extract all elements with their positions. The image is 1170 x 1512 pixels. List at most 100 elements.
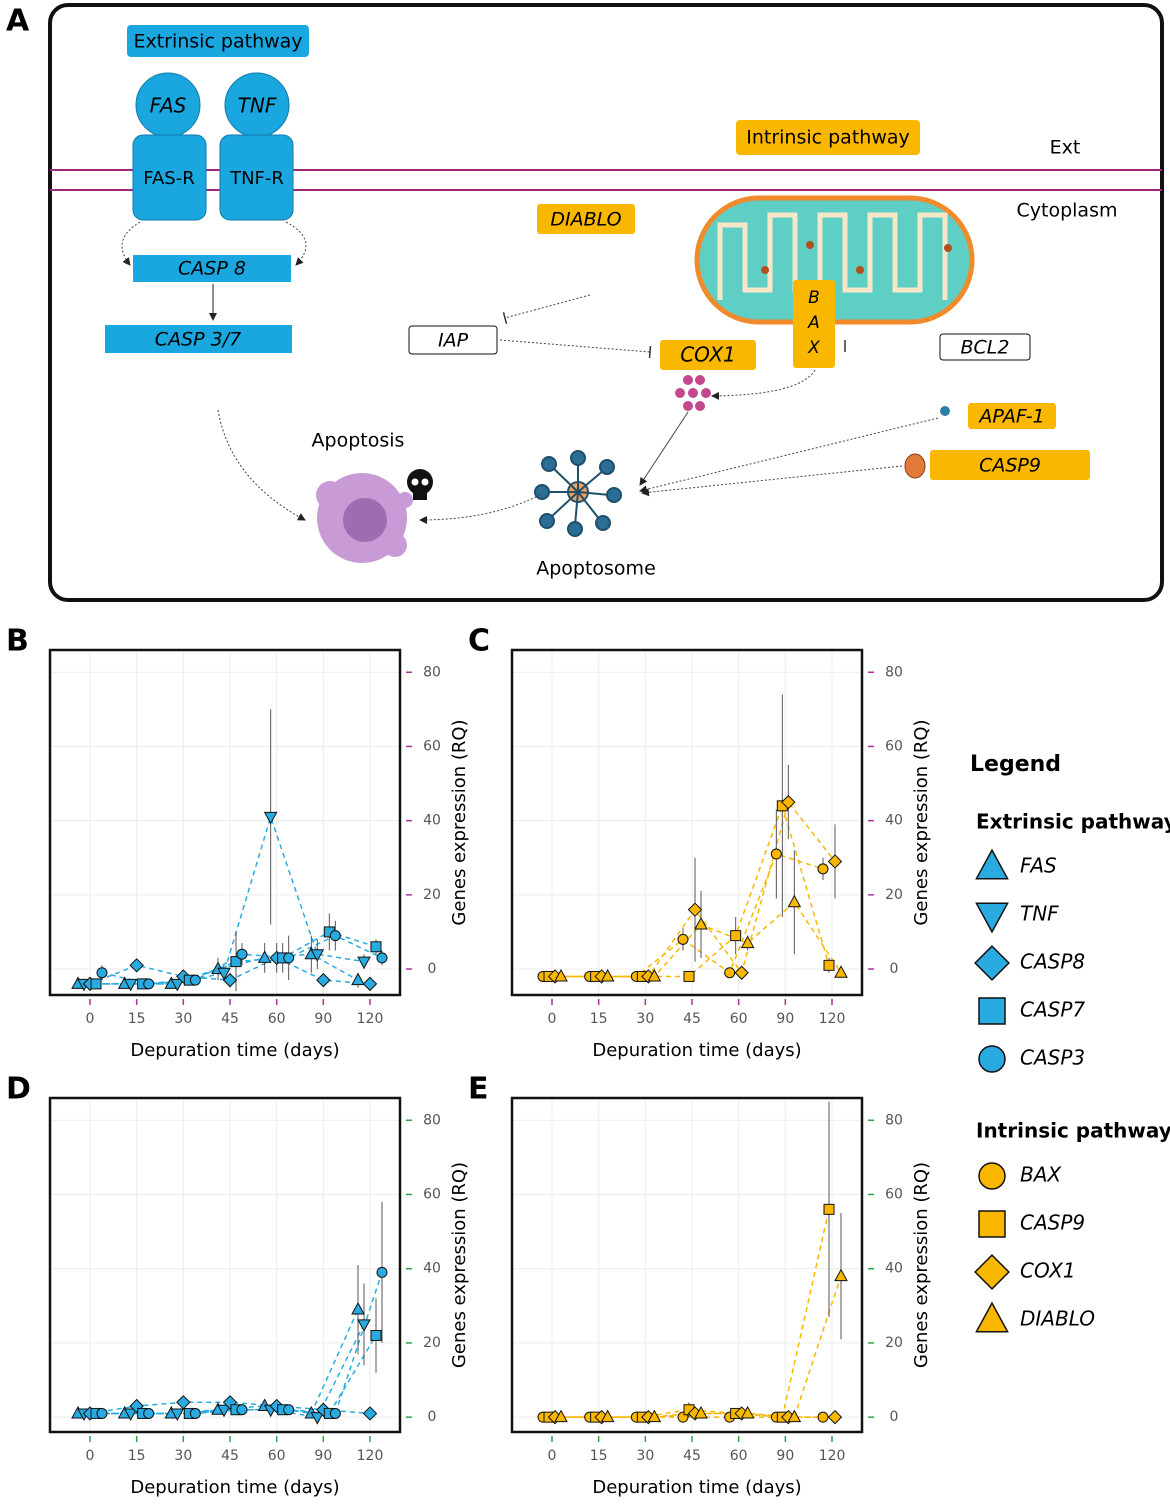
dot (806, 241, 814, 249)
x-tick-label: 30 (174, 1011, 192, 1027)
marker (230, 956, 242, 968)
marker (283, 1404, 295, 1416)
legend-symbol (974, 945, 1010, 981)
marker (730, 930, 742, 942)
label: Cytoplasm (1017, 200, 1118, 222)
marker (170, 978, 185, 992)
cytochrome (675, 375, 711, 411)
y-tick-label: 20 (423, 887, 441, 903)
marker (351, 972, 365, 986)
marker (694, 1405, 708, 1419)
x-tick-label: 30 (174, 1448, 192, 1464)
series-line (561, 1275, 842, 1418)
y-tick-label: 80 (885, 664, 903, 680)
arrow (639, 411, 689, 486)
x-tick-label: 45 (683, 1011, 701, 1027)
legend-symbol (978, 1045, 1006, 1073)
label: CASP9 (979, 455, 1041, 477)
box (660, 340, 756, 370)
marker (554, 1409, 568, 1423)
marker (370, 1330, 382, 1342)
marker (329, 930, 341, 942)
marker (817, 1411, 829, 1423)
x-tick-label: 90 (776, 1011, 794, 1027)
plot-frame (48, 648, 402, 997)
legend-symbol (975, 902, 1009, 934)
marker (316, 972, 331, 988)
marker (357, 1319, 371, 1332)
apoptotic-cell (316, 473, 413, 563)
x-tick-label: 0 (548, 1448, 557, 1464)
y-axis-title: Genes expression (RQ) (911, 1162, 932, 1368)
label: X (807, 338, 820, 358)
legend-group-title: Extrinsic pathway (976, 810, 1170, 834)
marker (370, 941, 382, 953)
marker (823, 1203, 835, 1215)
x-tick-label: 45 (221, 1448, 239, 1464)
label: APAF-1 (977, 406, 1044, 428)
panel-label: C (468, 624, 490, 659)
series-line (78, 1309, 359, 1415)
y-tick-label: 0 (890, 1409, 899, 1425)
y-axis-title: Genes expression (RQ) (449, 1162, 470, 1368)
marker (129, 958, 144, 973)
dot (944, 244, 952, 252)
marker (96, 967, 108, 979)
arrow (285, 221, 307, 266)
marker (123, 1408, 138, 1421)
marker (787, 894, 802, 908)
inhibition (499, 339, 652, 359)
plot-frame (510, 648, 864, 997)
x-tick-label: 30 (636, 1011, 654, 1027)
y-tick-label: 40 (423, 813, 441, 829)
label: B (808, 288, 820, 308)
marker (834, 1268, 848, 1282)
x-tick-label: 60 (268, 1448, 286, 1464)
x-tick-label: 120 (819, 1011, 846, 1027)
x-tick-label: 30 (636, 1448, 654, 1464)
panel-a: A Extrinsic pathway FAS TNF FAS-R TNF-R … (6, 3, 1164, 602)
marker (217, 967, 231, 981)
legend-label: CASP9 (1020, 1211, 1085, 1235)
x-tick-label: 60 (730, 1011, 748, 1027)
marker (781, 794, 796, 810)
marker (217, 1404, 231, 1418)
marker (236, 1404, 248, 1416)
box (736, 120, 920, 155)
marker (554, 968, 568, 982)
marker (90, 978, 102, 990)
marker (357, 956, 371, 970)
marker (189, 974, 201, 986)
y-tick-label: 0 (428, 961, 437, 977)
marker (647, 968, 662, 982)
inhibition (502, 294, 591, 324)
y-axis-title: Genes expression (RQ) (911, 719, 932, 925)
marker (787, 1409, 802, 1423)
skull (407, 469, 433, 500)
marker (600, 968, 615, 982)
marker (329, 1407, 341, 1419)
x-axis-title: Depuration time (days) (592, 1477, 801, 1498)
legend-symbol (974, 1254, 1010, 1290)
box (127, 25, 309, 57)
box (537, 204, 635, 234)
marker (770, 848, 782, 860)
receptor (132, 134, 207, 221)
label: Intrinsic pathway (746, 127, 910, 149)
marker (143, 978, 155, 990)
label: Apoptosome (536, 558, 656, 580)
marker (222, 972, 238, 988)
label: Extrinsic pathway (133, 31, 302, 53)
legend-symbol (978, 1162, 1006, 1190)
icon (904, 453, 926, 479)
x-tick-label: 0 (548, 1011, 557, 1027)
marker (694, 916, 708, 930)
marker (740, 935, 755, 949)
legend-label: DIABLO (1020, 1307, 1095, 1331)
panel-label: D (6, 1072, 31, 1107)
x-tick-label: 120 (357, 1011, 384, 1027)
label: DIABLO (550, 209, 621, 231)
x-tick-label: 90 (776, 1448, 794, 1464)
x-tick-label: 120 (819, 1448, 846, 1464)
